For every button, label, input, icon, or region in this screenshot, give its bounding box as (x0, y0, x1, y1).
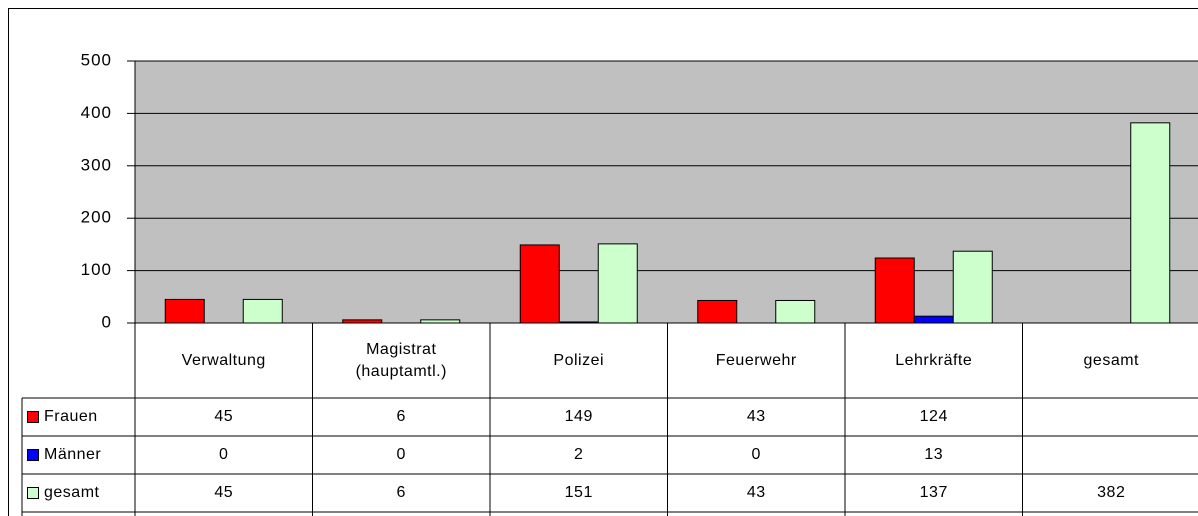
bar (519, 244, 560, 324)
table-value: 43 (746, 484, 766, 501)
legend-key (27, 449, 39, 461)
category-label: Verwaltung (181, 351, 266, 369)
bar (597, 243, 638, 324)
category-label: Feuerwehr (715, 351, 797, 369)
bar (164, 298, 205, 324)
table-value: 137 (919, 484, 948, 501)
table-value: 13 (924, 446, 944, 463)
y-tick-label: 0 (102, 312, 112, 331)
table-value: 6 (396, 408, 406, 425)
table-value: 382 (1097, 484, 1126, 501)
bar (913, 315, 954, 324)
category-label: Lehrkräfte (895, 351, 973, 369)
bar (874, 257, 915, 324)
y-tick-label: 200 (81, 208, 112, 227)
legend-label: gesamt (44, 484, 100, 501)
plot-area (135, 61, 1198, 323)
table-value: 149 (564, 408, 593, 425)
y-tick-label: 400 (81, 103, 112, 122)
legend-key (27, 411, 39, 423)
table-value: 151 (564, 484, 593, 501)
table-value: 2 (574, 446, 584, 463)
legend-label: Männer (44, 446, 102, 463)
y-tick-label: 300 (81, 155, 112, 174)
table-value: 0 (219, 446, 229, 463)
y-tick-label: 500 (81, 50, 112, 69)
bar (1130, 122, 1171, 324)
category-label: gesamt (1083, 351, 1139, 369)
table-value: 124 (919, 408, 948, 425)
legend-label: Frauen (44, 408, 98, 425)
bar (697, 299, 738, 324)
bar (242, 298, 283, 324)
table-value (1023, 398, 1198, 436)
bar (952, 250, 993, 324)
category-label: Polizei (553, 351, 605, 369)
table-value: 43 (746, 408, 766, 425)
table-value (1023, 436, 1198, 474)
bar (775, 299, 816, 324)
table-value: 45 (214, 408, 234, 425)
table-value: 6 (396, 484, 406, 501)
y-tick-label: 100 (81, 260, 112, 279)
table-value: 45 (214, 484, 234, 501)
legend-key (27, 487, 39, 499)
category-label: Magistrat (hauptamtl.) (355, 340, 447, 380)
table-value: 0 (751, 446, 761, 463)
table-value: 0 (396, 446, 406, 463)
